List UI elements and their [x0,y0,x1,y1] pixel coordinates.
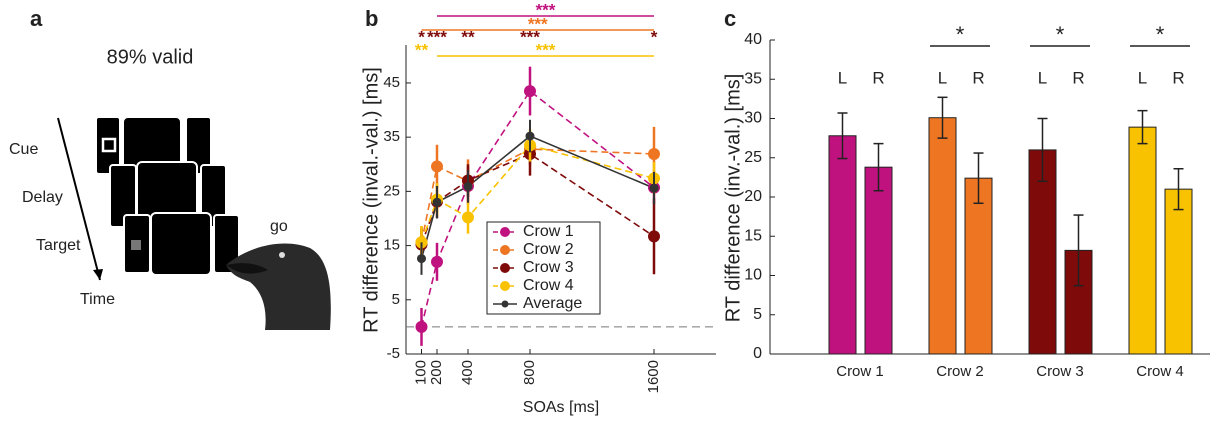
y-tick-label: 35 [744,70,762,87]
significance-stars: ** [415,40,429,59]
legend-marker [500,227,510,237]
validity: 89% valid [107,46,194,68]
bar-group-label: L [1038,68,1047,87]
marker [432,197,442,207]
step-label: Target [36,237,81,254]
y-tick-label: 45 [383,74,400,91]
significance-stars: *** [427,27,447,46]
legend-marker [500,281,510,291]
x-tick-label: 800 [521,360,538,385]
y-tick-label: 10 [744,267,762,284]
frames [95,116,240,276]
bar-group-label: L [938,68,947,87]
y-tick-label: 5 [392,291,400,308]
significance-stars: *** [536,40,556,59]
legend-marker [501,300,509,308]
y-tick-label: -5 [387,345,400,362]
bar-group-label: R [1172,68,1184,87]
crow-head [226,243,331,330]
significance-stars: *** [528,14,548,33]
y-tick-label: 0 [753,345,762,362]
y-tick-label: 20 [744,188,762,205]
y-tick-label: 35 [383,128,400,145]
bar-group-label: R [872,68,884,87]
x-axis-label: SOAs [ms] [523,399,599,416]
significance-stars: * [418,27,425,46]
panel-label: c [724,6,736,31]
legend-label: Crow 1 [523,223,574,240]
marker [431,160,443,173]
step-label: Delay [22,189,63,206]
marker [649,183,659,193]
bar [828,135,857,355]
x-tick-label: 1600 [645,360,662,393]
time-arrow [57,117,101,281]
significance-stars: *** [536,0,556,19]
legend-label: Crow 3 [523,259,574,276]
crow-eye [279,252,285,258]
y-tick-label: 30 [744,110,762,127]
bar-group-label: R [972,68,984,87]
marker [431,255,443,268]
legend-marker [500,263,510,273]
x-tick-label: Crow 4 [1136,363,1184,380]
bar [864,166,893,355]
x-tick-label: Crow 2 [936,363,984,380]
bar-group-label: L [1138,68,1147,87]
bar [1128,126,1157,355]
marker [417,254,426,264]
arrow-head [93,269,103,280]
crow-beak [226,263,268,274]
marker [648,230,660,243]
panel-label: a [30,6,43,31]
bar [1164,188,1193,355]
x-tick-label: Crow 1 [836,363,884,380]
y-axis-label: RT difference (inval.-val.) [ms] [360,67,382,333]
significance-stars: * [956,22,965,47]
bar-group-label: L [838,68,847,87]
x-tick-label: Crow 3 [1036,363,1084,380]
significance-stars: *** [520,27,540,46]
marker [648,147,660,160]
y-tick-label: 25 [383,182,400,199]
y-tick-label: 15 [383,237,400,254]
bar [1028,149,1057,355]
significance-stars: * [1056,22,1065,47]
legend-label: Average [523,295,582,312]
marker [415,320,428,333]
bar [964,177,993,355]
x-tick-label: 400 [459,360,476,385]
y-tick-label: 25 [744,149,762,166]
go-label: go [270,218,288,235]
legend-label: Crow 4 [523,277,574,294]
y-tick-label: 40 [744,31,762,48]
significance-stars: * [1156,22,1165,47]
bar-group-label: R [1072,68,1084,87]
y-tick-label: 15 [744,227,762,244]
y-axis-label: RT difference (inv.-val.) [ms] [722,74,744,323]
time-label: Time [80,291,115,308]
legend-marker [500,245,510,255]
y-tick-label: 5 [753,306,762,323]
panel-label: b [365,6,378,31]
marker [462,211,474,224]
x-tick-label: 100 [412,360,429,385]
legend-label: Crow 2 [523,241,574,258]
marker [525,131,535,141]
significance-stars: * [651,27,658,46]
marker [524,85,536,98]
marker [463,181,473,191]
significance-stars: ** [461,27,475,46]
bar [928,117,957,355]
x-tick-label: 200 [428,360,445,385]
step-label: Cue [9,141,38,158]
